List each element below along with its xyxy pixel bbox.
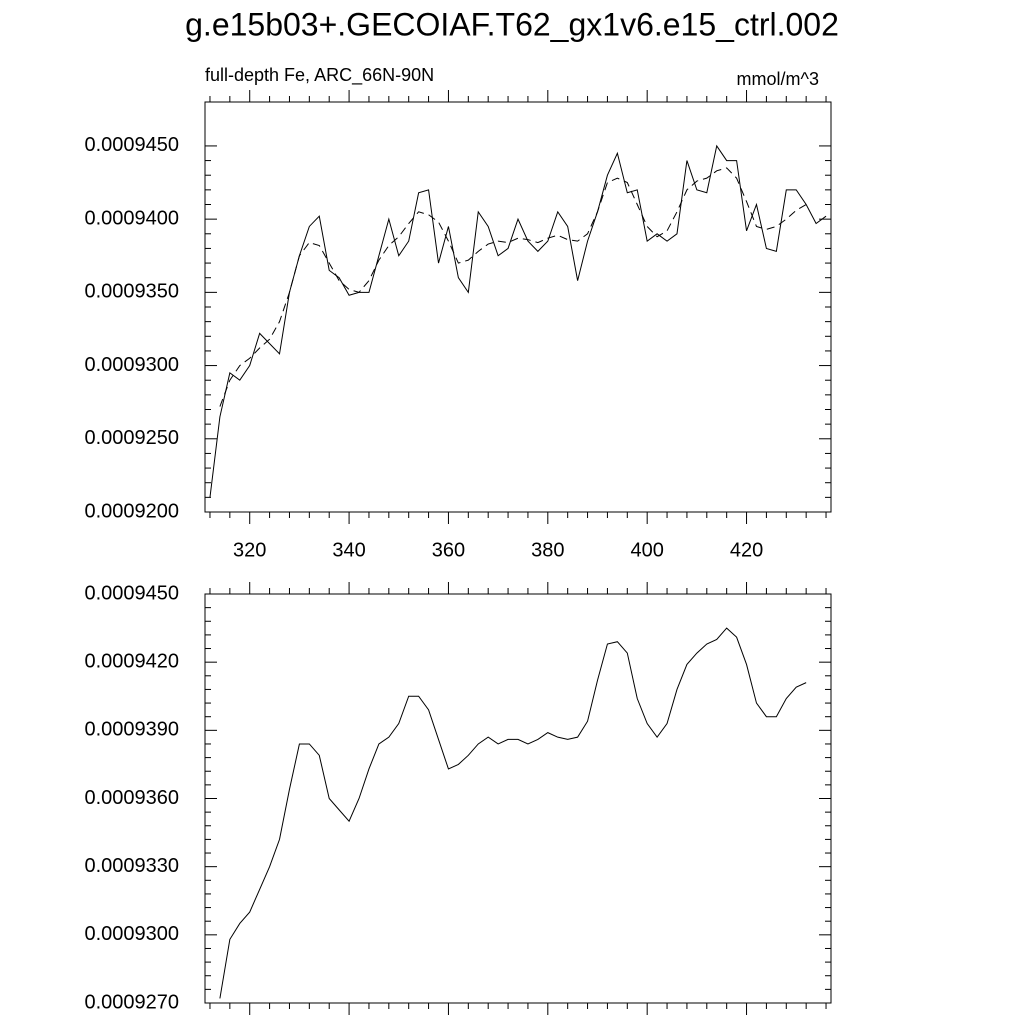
y-tick-label: 0.0009390 [84, 719, 179, 741]
x-tick-label: 400 [630, 539, 663, 561]
y-tick-label: 0.0009420 [84, 650, 179, 672]
y-tick-label: 0.0009300 [84, 923, 179, 945]
y-tick-label: 0.0009330 [84, 855, 179, 877]
panel-subtitle: full-depth Fe, ARC_66N-90N [205, 65, 434, 86]
y-tick-label: 0.0009450 [84, 134, 179, 156]
y-tick-label: 0.0009200 [84, 500, 179, 522]
x-tick-label: 360 [432, 539, 465, 561]
y-tick-label: 0.0009300 [84, 354, 179, 376]
y-tick-label: 0.0009270 [84, 991, 179, 1013]
x-tick-label: 320 [233, 539, 266, 561]
x-tick-label: 340 [332, 539, 365, 561]
data-line [219, 167, 807, 407]
y-tick-label: 0.0009360 [84, 787, 179, 809]
data-line [209, 144, 827, 498]
plot-frame [204, 593, 832, 1004]
x-tick-label: 420 [730, 539, 763, 561]
y-tick-label: 0.0009400 [84, 207, 179, 229]
data-line [219, 627, 807, 999]
x-tick-label: 380 [531, 539, 564, 561]
y-tick-label: 0.0009450 [84, 582, 179, 604]
y-tick-label: 0.0009250 [84, 427, 179, 449]
figure-title: g.e15b03+.GECOIAF.T62_gx1v6.e15_ctrl.002 [185, 6, 839, 42]
y-tick-label: 0.0009350 [84, 281, 179, 303]
units-label: mmol/m^3 [737, 69, 819, 89]
